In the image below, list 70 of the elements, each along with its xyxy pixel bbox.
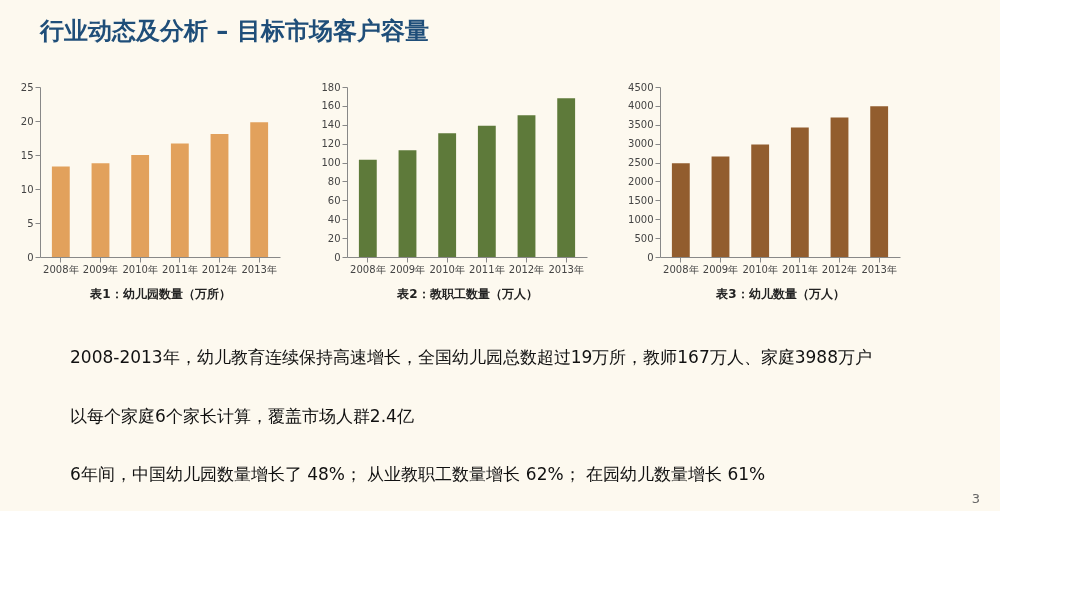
- y-tick-label: 0: [27, 251, 34, 263]
- x-tick-label: 2013年: [241, 263, 277, 275]
- x-tick-label: 2012年: [821, 263, 858, 275]
- bar: [790, 127, 809, 257]
- y-tick-label: 0: [647, 251, 654, 263]
- y-tick-label: 10: [20, 183, 34, 195]
- y-tick-label: 3000: [628, 138, 654, 150]
- x-axis-title: 表2：教职工数量（万人）: [396, 286, 538, 301]
- bar: [358, 159, 377, 257]
- bar: [477, 125, 496, 257]
- bar: [91, 163, 110, 257]
- y-tick-label: 160: [321, 100, 341, 112]
- x-tick-label: 2008年: [350, 263, 386, 275]
- y-tick-label: 20: [327, 232, 341, 244]
- y-tick-label: 20: [20, 115, 34, 127]
- y-tick-label: 4500: [628, 81, 654, 93]
- x-tick-label: 2008年: [663, 263, 699, 275]
- text: 3: [971, 491, 980, 506]
- bar: [751, 144, 770, 257]
- x-tick-label: 2011年: [162, 263, 198, 275]
- y-tick-label: 5: [27, 217, 34, 229]
- y-tick-label: 60: [327, 194, 341, 206]
- x-tick-label: 2010年: [122, 263, 158, 275]
- bar: [250, 122, 269, 257]
- bar: [438, 133, 457, 257]
- y-tick-label: 120: [321, 138, 341, 150]
- y-tick-label: 0: [334, 251, 341, 263]
- text: 6年间，中国幼儿园数量增长了 48%； 从业教职工数量增长 62%； 在园幼儿数量增长 61%: [70, 463, 766, 484]
- bar: [711, 156, 730, 257]
- x-axis-title: 表1：幼儿园数量（万所）: [89, 286, 231, 301]
- y-tick-label: 25: [20, 81, 34, 93]
- bar: [830, 117, 849, 257]
- bar: [170, 143, 189, 257]
- text: 以每个家庭6个家长计算，覆盖市场人群2.4亿: [70, 405, 414, 426]
- x-tick-label: 2011年: [782, 263, 818, 275]
- x-tick-label: 2012年: [201, 263, 238, 275]
- bar: [51, 166, 70, 257]
- y-tick-label: 140: [321, 119, 341, 131]
- y-tick-label: 500: [634, 232, 654, 244]
- x-tick-label: 2013年: [548, 263, 584, 275]
- x-tick-label: 2010年: [742, 263, 778, 275]
- y-tick-label: 1500: [628, 194, 654, 206]
- y-tick-label: 4000: [628, 100, 654, 112]
- x-tick-label: 2010年: [429, 263, 465, 275]
- y-tick-label: 1000: [628, 213, 654, 225]
- text: 行业动态及分析 – 目标市场客户容量: [39, 17, 429, 45]
- bar: [671, 163, 690, 257]
- bar: [210, 133, 229, 257]
- bar: [557, 98, 576, 257]
- bar: [398, 150, 417, 257]
- y-tick-label: 3500: [628, 119, 654, 131]
- text: 2008-2013年，幼儿教育连续保持高速增长，全国幼儿园总数超过19万所，教师167万人、家庭3988万户: [70, 347, 873, 368]
- x-tick-label: 2009年: [702, 263, 739, 275]
- bar: [517, 115, 536, 257]
- bar: [870, 106, 889, 257]
- x-tick-label: 2009年: [82, 263, 119, 275]
- x-tick-label: 2013年: [861, 263, 897, 275]
- x-tick-label: 2011年: [469, 263, 505, 275]
- x-tick-label: 2012年: [508, 263, 545, 275]
- y-tick-label: 180: [321, 81, 341, 93]
- bar: [131, 155, 150, 257]
- y-tick-label: 15: [20, 149, 34, 161]
- x-axis-title: 表3：幼儿数量（万人）: [715, 286, 845, 301]
- x-tick-label: 2009年: [389, 263, 426, 275]
- y-tick-label: 80: [327, 175, 341, 187]
- y-tick-label: 2500: [628, 157, 654, 169]
- y-tick-label: 100: [321, 157, 341, 169]
- y-tick-label: 40: [327, 213, 341, 225]
- x-tick-label: 2008年: [43, 263, 79, 275]
- y-tick-label: 2000: [628, 175, 654, 187]
